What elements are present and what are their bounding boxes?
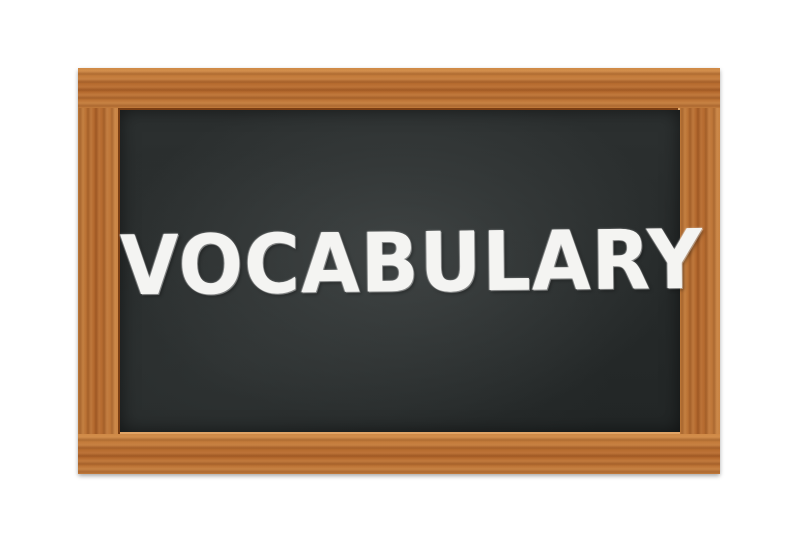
chalkboard-surface: VOCABULARY [119, 110, 704, 432]
frame-left-rail [78, 108, 120, 434]
frame-top-rail [78, 68, 720, 110]
frame-bottom-rail [78, 432, 720, 474]
chalk-word: VOCABULARY [119, 211, 704, 314]
